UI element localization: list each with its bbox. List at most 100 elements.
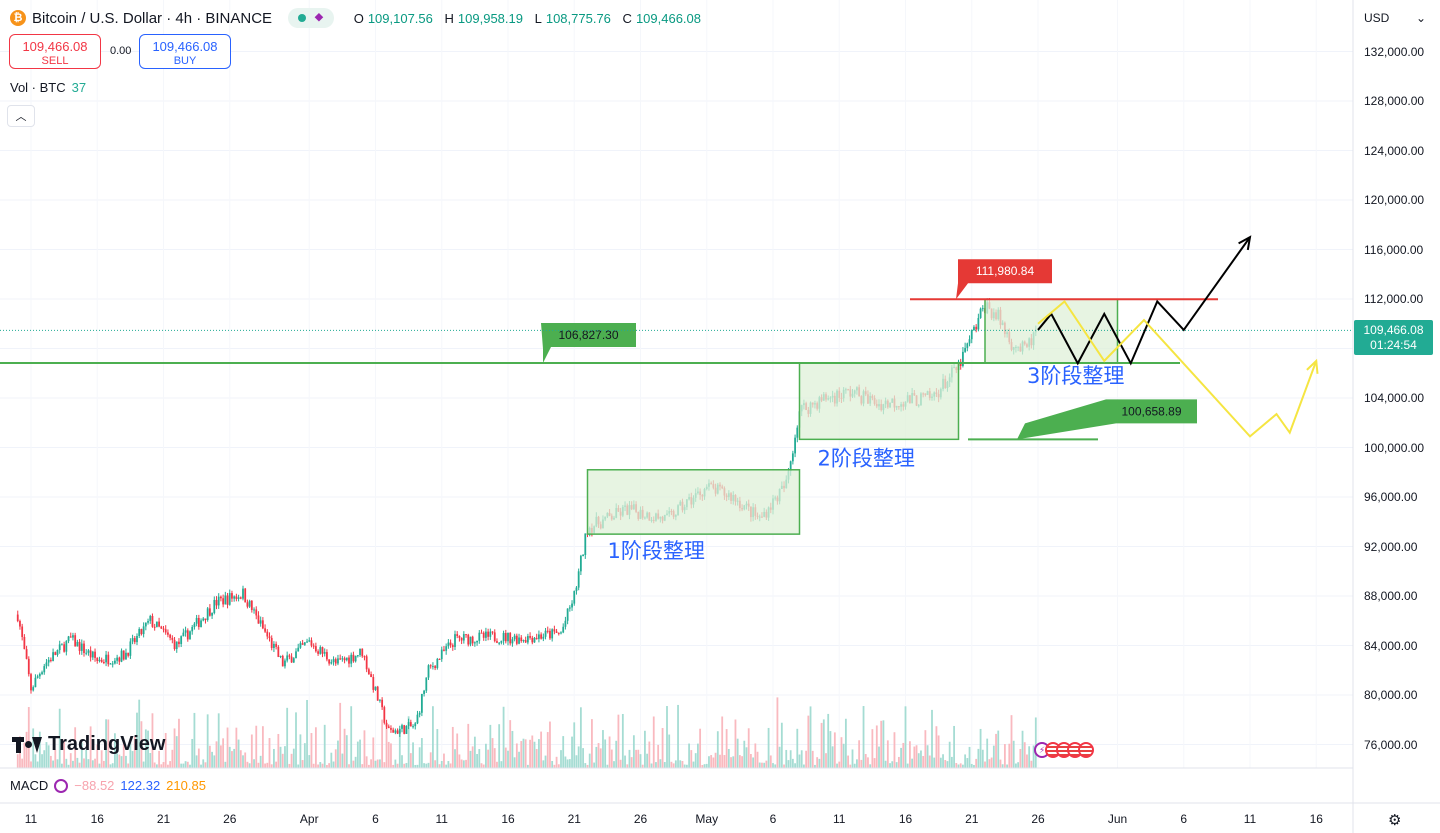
close-value: 109,466.08	[635, 10, 702, 26]
candle-body	[394, 730, 397, 733]
market-status-pill[interactable]: ⯁	[288, 8, 334, 28]
volume-bar	[942, 754, 944, 768]
candle-body	[242, 588, 244, 599]
sell-price: 109,466.08	[22, 39, 88, 54]
volume-bar	[979, 728, 982, 768]
collapse-legend-button[interactable]: ︿	[7, 105, 35, 127]
volume-bar	[76, 757, 79, 768]
event-markers[interactable]: ⚡	[1034, 742, 1094, 758]
volume-bar	[220, 745, 222, 768]
buy-button[interactable]: 109,466.08 BUY	[139, 34, 231, 69]
candle-body	[264, 628, 266, 632]
candle-body	[447, 642, 450, 647]
candle-body	[144, 622, 147, 627]
us-flag-icon[interactable]	[1078, 742, 1094, 758]
volume-bar	[900, 747, 902, 768]
volume-bar	[772, 763, 774, 768]
volume-bar	[507, 750, 509, 768]
consolidation-label: 3阶段整理	[1027, 364, 1124, 388]
candle-body	[341, 658, 344, 660]
macd-legend[interactable]: MACD −88.52 122.32 210.85	[10, 778, 206, 793]
candle-body	[487, 631, 490, 637]
volume-bar	[637, 749, 640, 768]
macd-settings-icon[interactable]	[54, 778, 69, 793]
volume-bar	[995, 733, 997, 768]
volume-bar	[831, 746, 834, 768]
volume-bar	[279, 746, 282, 768]
candle-body	[98, 659, 101, 662]
candle-body	[551, 629, 554, 639]
macd-line-value: 122.32	[120, 778, 161, 793]
volume-bar	[666, 706, 668, 768]
candle-body	[290, 656, 293, 663]
volume-bar	[206, 714, 209, 768]
sell-button[interactable]: 109,466.08 SELL	[9, 34, 101, 69]
volume-bar	[489, 724, 492, 768]
candle-body	[573, 591, 576, 604]
consolidation-label: 2阶段整理	[818, 446, 915, 470]
last-price-value: 109,466.08	[1363, 323, 1424, 337]
time-axis-label: 6	[1180, 812, 1188, 826]
candle-body	[423, 690, 425, 694]
last-price-tag: 109,466.08 01:24:54	[1354, 320, 1433, 355]
volume-bar	[738, 755, 741, 768]
candle-body	[557, 632, 560, 634]
chart-grid	[0, 51, 1353, 745]
volume-bar	[928, 755, 931, 768]
volume-bar	[330, 752, 333, 768]
candle-body	[226, 595, 229, 605]
volume-bar	[376, 759, 379, 768]
volume-bar	[765, 760, 768, 768]
volume-bar	[116, 753, 119, 768]
volume-bar	[655, 762, 657, 768]
volume-bar	[511, 730, 514, 768]
candle-body	[301, 643, 304, 645]
candle-body	[515, 635, 518, 644]
volume-bar	[317, 764, 319, 768]
gear-icon[interactable]: ⚙	[1388, 812, 1402, 829]
volume-bar	[568, 759, 571, 768]
candle-body	[310, 640, 313, 646]
volume-bar	[579, 707, 582, 768]
volume-bar	[169, 761, 172, 768]
symbol-title[interactable]: Bitcoin / U.S. Dollar · 4h · BINANCE	[32, 9, 273, 27]
volume-bar	[679, 760, 682, 768]
consolidation-box	[586, 469, 801, 535]
volume-bar	[716, 731, 719, 768]
volume-bar	[387, 741, 390, 768]
volume-bar	[628, 749, 631, 768]
price-axis-label: 120,000.00	[1364, 193, 1425, 207]
volume-bar	[886, 740, 889, 768]
candle-body	[343, 658, 346, 661]
volume-bar	[153, 762, 156, 768]
volume-bar	[451, 726, 454, 768]
volume-bar	[822, 719, 825, 768]
candle-body	[43, 666, 46, 673]
candle-body	[122, 650, 125, 660]
volume-bar	[648, 741, 651, 768]
volume-bar	[500, 761, 503, 768]
volume-legend[interactable]: Vol · BTC 37	[10, 80, 86, 95]
volume-bar	[977, 748, 980, 768]
candle-body	[361, 648, 364, 657]
candle-body	[211, 613, 213, 616]
price-axis-label: 92,000.00	[1364, 539, 1418, 554]
volume-bar	[350, 706, 353, 768]
volume-bar	[140, 721, 143, 768]
volume-bar	[931, 709, 933, 768]
tradingview-logo[interactable]: TradingView	[12, 733, 165, 756]
currency-select[interactable]: USD ⌄	[1358, 7, 1432, 29]
candle-body	[970, 330, 973, 340]
candle-body	[454, 634, 456, 647]
candle-body	[140, 629, 143, 635]
volume-bar	[341, 753, 344, 768]
volume-bar	[683, 764, 686, 768]
candle-body	[270, 637, 273, 648]
volume-bar	[769, 755, 772, 768]
volume-bar	[595, 746, 598, 768]
volume-bar	[626, 764, 629, 768]
candle-body	[72, 635, 74, 638]
candle-body	[412, 726, 414, 728]
volume-bar	[990, 757, 993, 768]
